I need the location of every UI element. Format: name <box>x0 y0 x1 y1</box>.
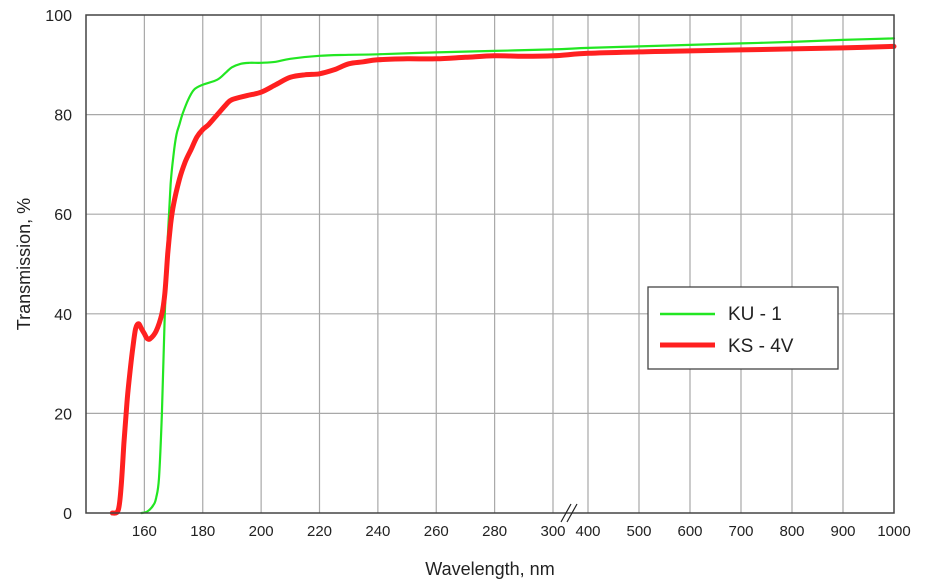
y-tick-label: 60 <box>54 207 72 224</box>
plot-frame <box>85 14 895 514</box>
axis-break-marks <box>560 503 578 523</box>
y-tick-label: 0 <box>63 506 72 523</box>
x-tick-label: 700 <box>728 523 753 540</box>
series-line-ks4v <box>109 43 897 516</box>
x-tick-label: 300 <box>540 523 565 540</box>
legend-label-ks4v: KS - 4V <box>728 336 794 357</box>
y-tick-label: 80 <box>54 108 72 125</box>
y-tick-label: 20 <box>54 406 72 423</box>
x-tick-label: 500 <box>626 523 651 540</box>
x-tick-label: 800 <box>779 523 804 540</box>
x-tick-label: 240 <box>365 523 390 540</box>
x-tick-label: 1000 <box>877 523 910 540</box>
legend-box <box>647 286 839 370</box>
x-tick-label: 200 <box>249 523 274 540</box>
x-tick-label: 260 <box>424 523 449 540</box>
legend-label-ku1: KU - 1 <box>728 304 782 325</box>
y-tick-label: 100 <box>45 8 72 25</box>
legend: KU - 1 KS - 4V <box>647 286 839 370</box>
grid <box>86 15 894 513</box>
tick-labels: 160 180 200 220 240 260 280 300 400 500 600 700 800 9… <box>45 8 910 540</box>
y-tick-label: 40 <box>54 307 72 324</box>
series-layer <box>109 37 897 516</box>
x-tick-label: 280 <box>482 523 507 540</box>
y-axis-label: Transmission, % <box>14 198 34 330</box>
x-tick-label: 400 <box>575 523 600 540</box>
x-tick-label: 900 <box>830 523 855 540</box>
x-tick-label: 160 <box>132 523 157 540</box>
x-tick-label: 180 <box>190 523 215 540</box>
x-axis-label: Wavelength, nm <box>425 559 554 579</box>
series-line-ku1 <box>140 37 896 515</box>
x-tick-label: 220 <box>307 523 332 540</box>
x-tick-label: 600 <box>677 523 702 540</box>
